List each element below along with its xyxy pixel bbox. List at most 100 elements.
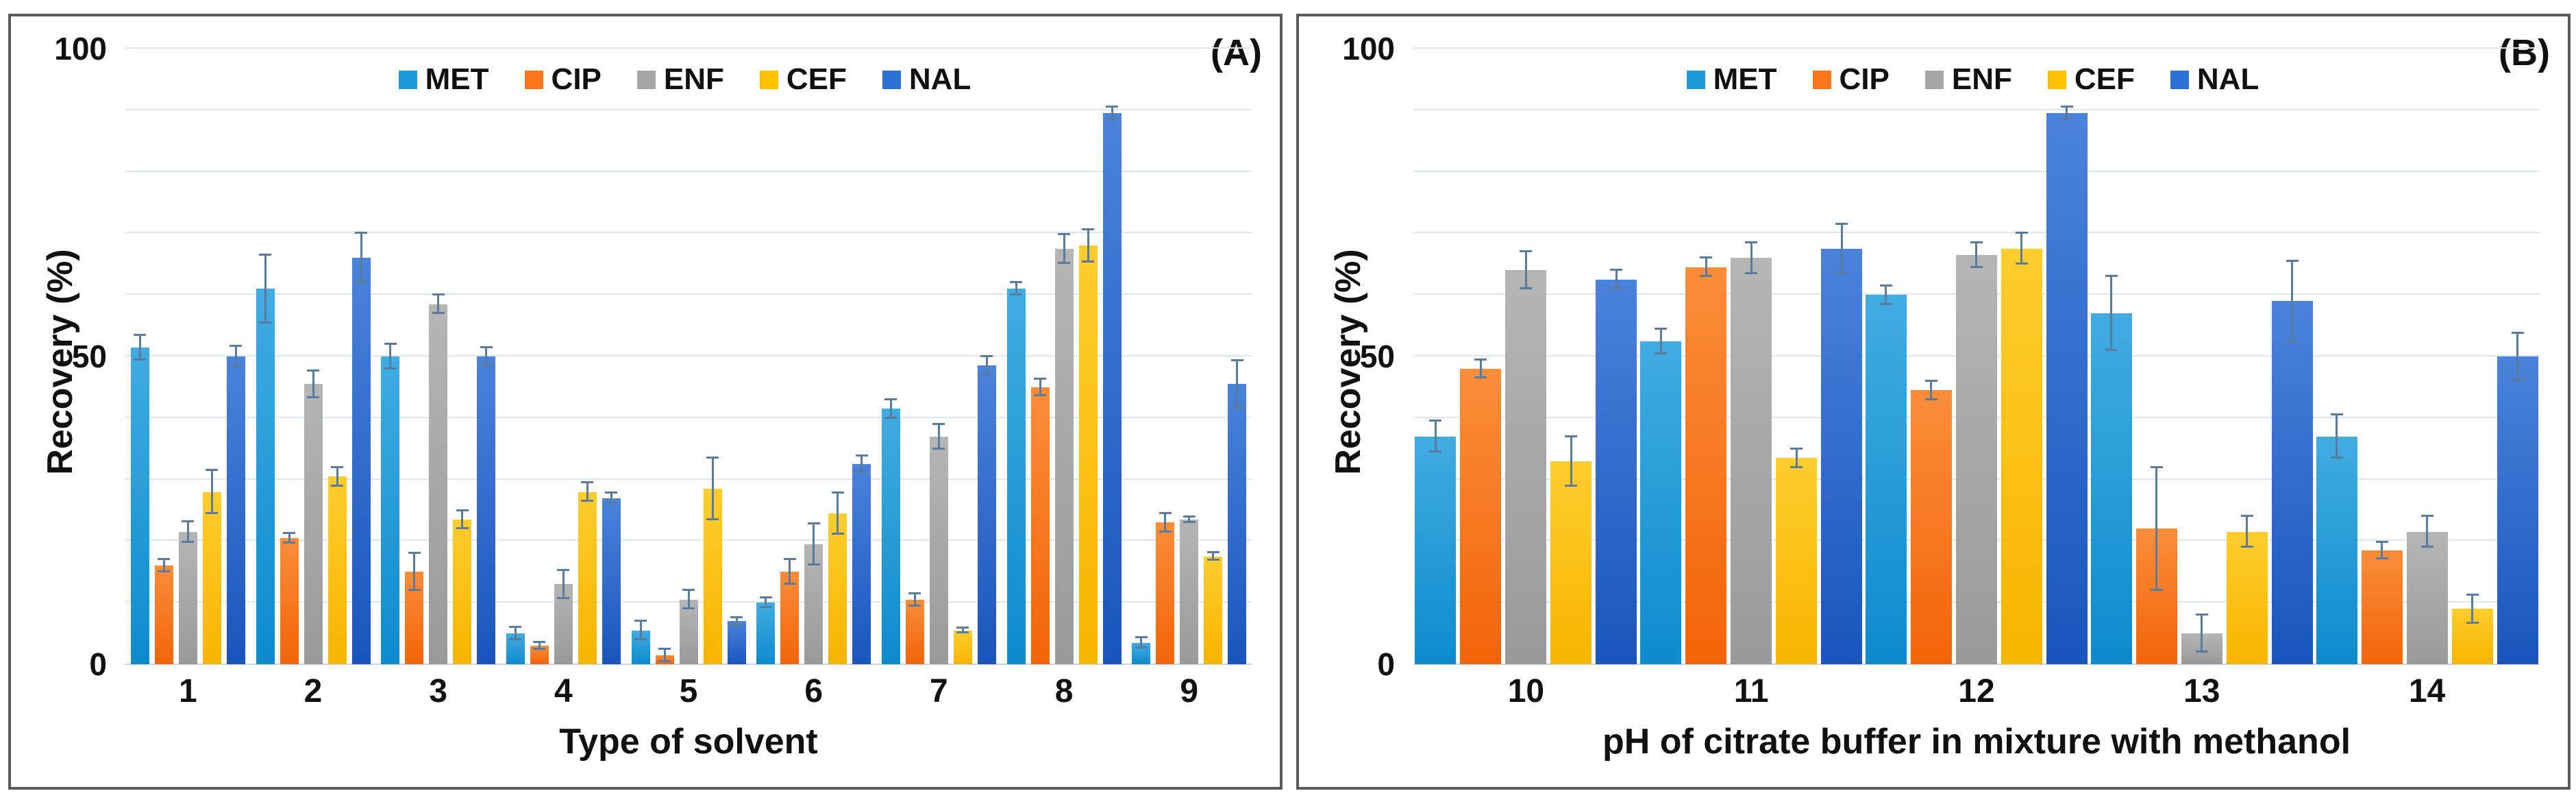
error-bar-cap-top	[1010, 281, 1023, 284]
legend-label: NAL	[2196, 62, 2259, 96]
bar-slot-nal-6	[852, 49, 871, 664]
error-bar	[514, 627, 517, 640]
error-bar	[2246, 516, 2249, 548]
bar-enf-3	[429, 304, 448, 664]
error-bar-cap-top	[1429, 420, 1442, 422]
bar-groups	[125, 49, 1252, 664]
error-bar-cap-top	[1745, 241, 1758, 243]
error-bar-cap-bottom	[980, 373, 993, 376]
bar-slot-nal-4	[602, 49, 621, 664]
error-bar	[2516, 332, 2519, 380]
bar-slot-met-14	[2316, 49, 2357, 664]
x-tick-label-9: 9	[1180, 673, 1199, 709]
error-bar-cap-top	[2060, 106, 2073, 108]
error-bar-cap-top	[1924, 379, 1937, 382]
error-bar-cap-bottom	[2330, 457, 2343, 459]
x-tick-label-6: 6	[804, 673, 823, 709]
x-axis-labels: 10 11 12 13 14	[1413, 672, 2540, 711]
bar-nal-12	[2046, 113, 2088, 664]
error-bar-cap-top	[1474, 358, 1487, 361]
legend-label: MET	[1713, 62, 1777, 96]
bar-slot-enf-1	[178, 49, 197, 664]
error-bar-cap-bottom	[182, 541, 195, 544]
bar-slot-met-5	[631, 49, 650, 664]
error-bar	[2066, 107, 2068, 120]
error-bar	[1659, 328, 1662, 354]
error-bar-cap-top	[134, 333, 147, 336]
bar-cef-3	[453, 519, 472, 664]
error-bar	[985, 356, 988, 375]
error-bar-cap-top	[432, 293, 445, 296]
bar-slot-cef-10	[1550, 49, 1592, 664]
error-bar-cap-bottom	[1835, 271, 1848, 274]
bar-slot-enf-3	[429, 49, 448, 664]
error-bar-cap-top	[1034, 378, 1047, 380]
bar-slot-nal-11	[1821, 49, 1863, 664]
error-bar	[2110, 276, 2113, 351]
error-bar-cap-bottom	[1520, 287, 1533, 290]
error-bar-cap-top	[980, 355, 993, 357]
gridline-30	[125, 478, 1252, 480]
error-bar-cap-top	[807, 522, 820, 525]
gridline-50	[125, 355, 1252, 356]
bar-met-7	[881, 409, 900, 664]
bar-met-1	[130, 347, 149, 664]
error-bar	[813, 524, 815, 565]
error-bar	[663, 648, 666, 661]
x-tick-label-13: 13	[2183, 673, 2220, 709]
legend-swatch-nal-icon	[882, 70, 901, 89]
error-bar-cap-top	[533, 640, 546, 643]
bar-slot-enf-13	[2181, 49, 2222, 664]
error-bar-cap-top	[1610, 269, 1623, 271]
error-bar-cap-top	[384, 343, 397, 345]
bar-enf-8	[1054, 248, 1074, 664]
error-bar-cap-bottom	[1610, 287, 1623, 290]
error-bar	[2020, 233, 2023, 265]
error-bar-cap-top	[331, 465, 343, 468]
bar-slot-enf-12	[1955, 49, 1997, 664]
error-bar-cap-top	[1790, 447, 1803, 450]
x-tick-label-3: 3	[429, 673, 448, 709]
legend-item-cip: CIP	[524, 64, 602, 95]
legend-swatch-nal-icon	[2170, 70, 2189, 89]
error-bar-cap-bottom	[1135, 646, 1148, 648]
bar-slot-met-3	[381, 49, 400, 664]
y-tick-label-50: 50	[71, 339, 107, 374]
error-bar-cap-bottom	[2466, 621, 2479, 624]
bar-slot-cef-5	[703, 49, 722, 664]
gridline-80	[125, 170, 1252, 172]
error-bar	[1795, 448, 1798, 467]
error-bar	[1212, 552, 1215, 561]
error-bar-cap-top	[605, 491, 618, 494]
error-bar	[360, 233, 362, 283]
bar-nal-3	[477, 356, 496, 664]
error-bar-cap-bottom	[1034, 393, 1047, 396]
bar-cef-6	[828, 513, 847, 664]
bar-nal-8	[1102, 113, 1122, 664]
error-bar-cap-top	[1970, 241, 1983, 243]
legend-label: MET	[425, 62, 489, 96]
error-bar-cap-bottom	[283, 542, 295, 544]
error-bar-cap-bottom	[1970, 265, 1983, 268]
error-bar-cap-top	[307, 369, 319, 372]
error-bar	[1039, 379, 1041, 396]
bar-group-9	[1126, 49, 1252, 664]
bar-cef-11	[1776, 458, 1818, 664]
error-bar	[1015, 282, 1017, 295]
error-bar	[413, 553, 416, 591]
error-bar-cap-bottom	[932, 447, 945, 450]
bar-slot-cip-8	[1030, 49, 1050, 664]
error-bar-cap-bottom	[908, 604, 921, 607]
error-bar-cap-top	[2105, 275, 2118, 278]
bar-group-11	[1639, 49, 1864, 664]
bar-slot-cef-11	[1776, 49, 1818, 664]
error-bar	[336, 467, 338, 486]
bar-cef-12	[2001, 248, 2042, 664]
y-tick-label-0: 0	[1377, 646, 1395, 682]
error-bar	[234, 345, 237, 367]
error-bar-cap-top	[182, 520, 195, 522]
error-bar	[1570, 436, 1572, 486]
gridline-70	[1413, 232, 2540, 234]
error-bar-cap-bottom	[1058, 261, 1071, 264]
y-tick-label-100: 100	[1342, 31, 1395, 66]
